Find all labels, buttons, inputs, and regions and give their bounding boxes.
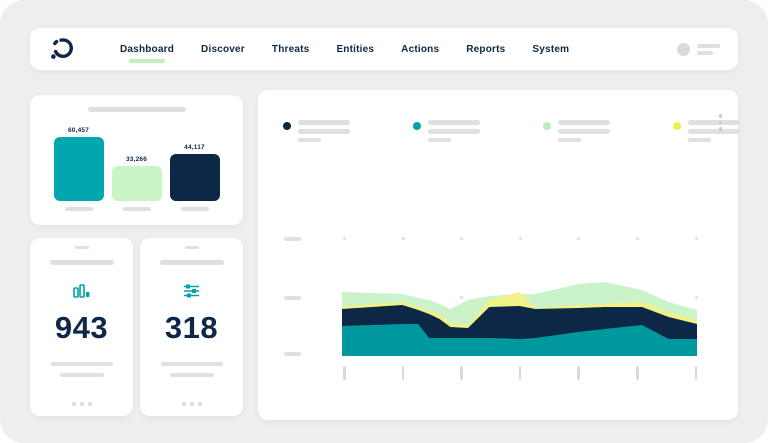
nav-item-label: Threats: [271, 43, 310, 55]
bar-category-placeholder: [180, 207, 209, 211]
y-axis-label-placeholder: [284, 296, 301, 300]
brand-logo[interactable]: [46, 32, 80, 66]
x-axis-tick-placeholder: [694, 366, 698, 380]
legend-dot-icon: [673, 122, 681, 130]
gridline-dot: [694, 237, 698, 240]
legend-item-series-1[interactable]: [283, 120, 358, 142]
y-axis-label-placeholder: [284, 352, 301, 356]
bar-value-label: 33,266: [125, 156, 148, 163]
nav-item-reports[interactable]: Reports: [466, 38, 505, 61]
nav-item-discover[interactable]: Discover: [201, 38, 245, 61]
gridline-dot: [518, 237, 522, 240]
bar-column: 33,266: [111, 156, 162, 211]
x-axis-tick-placeholder: [343, 366, 346, 380]
brand-logo-icon: [51, 38, 73, 59]
stacked-area-chart: [342, 282, 697, 356]
nav-item-system[interactable]: System: [532, 38, 569, 61]
nav-item-dashboard[interactable]: Dashboard: [120, 38, 175, 63]
bar-column: 44,117: [169, 144, 220, 211]
stat-subcaption-placeholder: [59, 373, 104, 377]
nav-item-threats[interactable]: Threats: [272, 38, 310, 61]
kebab-menu-icon[interactable]: [717, 112, 725, 133]
stat-title-placeholder: [159, 260, 224, 265]
bar-value-label: 60,457: [67, 127, 90, 134]
ellipsis-menu-icon[interactable]: [71, 402, 92, 406]
top-navbar: Dashboard Discover Threats Entities Actions R…: [30, 28, 738, 70]
x-axis-tick-placeholder: [460, 366, 463, 380]
legend-label-placeholder: [558, 120, 610, 142]
bar[interactable]: [53, 137, 104, 201]
main-nav: Dashboard Discover Threats Entities Actions R…: [120, 38, 569, 63]
nav-item-label: Discover: [201, 43, 245, 55]
chart-legend: [283, 120, 748, 142]
legend-label-placeholder: [428, 120, 480, 142]
bar[interactable]: [111, 166, 162, 201]
gridline-dot: [694, 296, 698, 299]
stat-caption-placeholder: [160, 362, 223, 366]
x-axis-tick-placeholder: [518, 366, 522, 380]
area-chart-panel: [258, 90, 740, 420]
legend-item-series-3[interactable]: [543, 120, 618, 142]
drag-handle-placeholder: [74, 246, 89, 249]
nav-item-label: Entities: [336, 43, 375, 55]
stat-caption-placeholder: [50, 362, 113, 366]
legend-dot-icon: [413, 122, 421, 130]
card-title-placeholder: [87, 107, 186, 112]
gridline-dot: [343, 237, 346, 240]
nav-item-label: Dashboard: [120, 43, 175, 55]
stat-card-2: 318: [140, 238, 243, 416]
legend-label-placeholder: [298, 120, 350, 142]
bar-category-placeholder: [64, 207, 93, 211]
bar-column: 60,457: [53, 127, 104, 211]
stat-value: 318: [164, 310, 219, 345]
x-axis-tick-placeholder: [636, 366, 639, 380]
gridline-dot: [401, 237, 405, 240]
user-area[interactable]: [677, 42, 720, 56]
nav-item-entities[interactable]: Entities: [336, 38, 374, 61]
x-axis-tick-placeholder: [577, 366, 580, 380]
gridline-dot: [460, 237, 464, 240]
nav-item-label: Reports: [466, 43, 506, 55]
sliders-icon: [183, 282, 200, 300]
avatar[interactable]: [677, 42, 690, 56]
gridline-dot: [460, 296, 464, 299]
bar-chart: 60,457 33,266 44,117: [30, 125, 243, 211]
legend-item-series-4[interactable]: [673, 120, 748, 142]
bar-value-label: 44,117: [184, 144, 205, 151]
bar-chart-card: 60,457 33,266 44,117: [30, 95, 243, 225]
stat-title-placeholder: [49, 260, 114, 265]
gridline-dot: [577, 237, 581, 240]
active-underline: [129, 58, 166, 63]
area-series-teal-base: [342, 324, 697, 356]
nav-item-label: Actions: [401, 43, 440, 55]
bar-category-placeholder: [122, 207, 151, 211]
nav-item-label: System: [532, 43, 570, 55]
bar[interactable]: [169, 154, 220, 201]
legend-dot-icon: [283, 122, 291, 130]
gridline-dot: [636, 237, 639, 240]
y-axis-label-placeholder: [284, 237, 301, 241]
legend-dot-icon: [543, 122, 551, 130]
legend-item-series-2[interactable]: [413, 120, 488, 142]
ellipsis-menu-icon[interactable]: [181, 402, 202, 406]
drag-handle-placeholder: [184, 246, 199, 249]
bar-chart-icon: [72, 282, 91, 300]
stat-subcaption-placeholder: [169, 373, 214, 377]
nav-item-actions[interactable]: Actions: [401, 38, 439, 61]
stat-value: 943: [54, 310, 109, 345]
stat-card-1: 943: [30, 238, 133, 416]
username-placeholder: [697, 43, 720, 55]
x-axis-tick-placeholder: [401, 366, 405, 380]
legend-label-placeholder: [688, 120, 740, 142]
